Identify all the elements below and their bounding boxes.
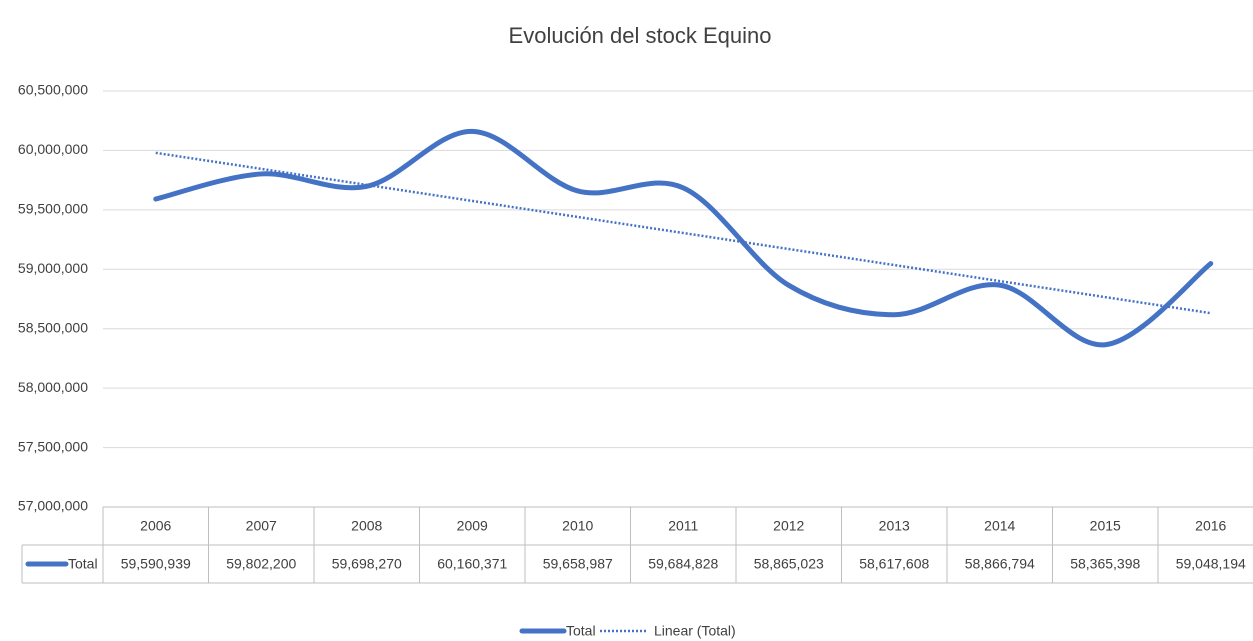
y-tick-label: 58,500,000 xyxy=(18,319,88,335)
table-value: 58,365,398 xyxy=(1070,556,1140,572)
trendline xyxy=(155,151,1211,315)
table-value: 59,698,270 xyxy=(332,556,402,572)
chart-title: Evolución del stock Equino xyxy=(509,23,772,48)
table-series-name: Total xyxy=(68,556,98,572)
legend-label: Total xyxy=(566,623,596,639)
table-value: 59,684,828 xyxy=(648,556,718,572)
y-tick-label: 60,000,000 xyxy=(18,141,88,157)
x-tick-label: 2013 xyxy=(879,518,910,534)
table-value: 59,590,939 xyxy=(121,556,191,572)
x-tick-label: 2016 xyxy=(1195,518,1226,534)
table-value: 58,865,023 xyxy=(754,556,824,572)
table-value: 60,160,371 xyxy=(437,556,507,572)
x-tick-label: 2015 xyxy=(1090,518,1121,534)
x-tick-label: 2011 xyxy=(668,518,698,534)
y-tick-label: 57,500,000 xyxy=(18,438,88,454)
table-value: 58,866,794 xyxy=(965,556,1035,572)
table-value: 59,658,987 xyxy=(543,556,613,572)
y-tick-label: 60,500,000 xyxy=(18,82,88,98)
y-tick-label: 57,000,000 xyxy=(18,498,88,514)
x-tick-label: 2012 xyxy=(773,518,804,534)
y-tick-label: 59,500,000 xyxy=(18,201,88,217)
x-tick-label: 2006 xyxy=(140,518,171,534)
x-tick-label: 2008 xyxy=(351,518,382,534)
y-tick-label: 58,000,000 xyxy=(18,379,88,395)
x-tick-label: 2007 xyxy=(246,518,277,534)
x-tick-label: 2014 xyxy=(984,518,1015,534)
legend-label: Linear (Total) xyxy=(654,623,736,639)
y-tick-label: 59,000,000 xyxy=(18,260,88,276)
series-line xyxy=(153,128,1214,348)
table-value: 59,048,194 xyxy=(1176,556,1246,572)
x-tick-label: 2010 xyxy=(562,518,593,534)
table-value: 58,617,608 xyxy=(859,556,929,572)
x-tick-label: 2009 xyxy=(457,518,488,534)
table-value: 59,802,200 xyxy=(226,556,296,572)
